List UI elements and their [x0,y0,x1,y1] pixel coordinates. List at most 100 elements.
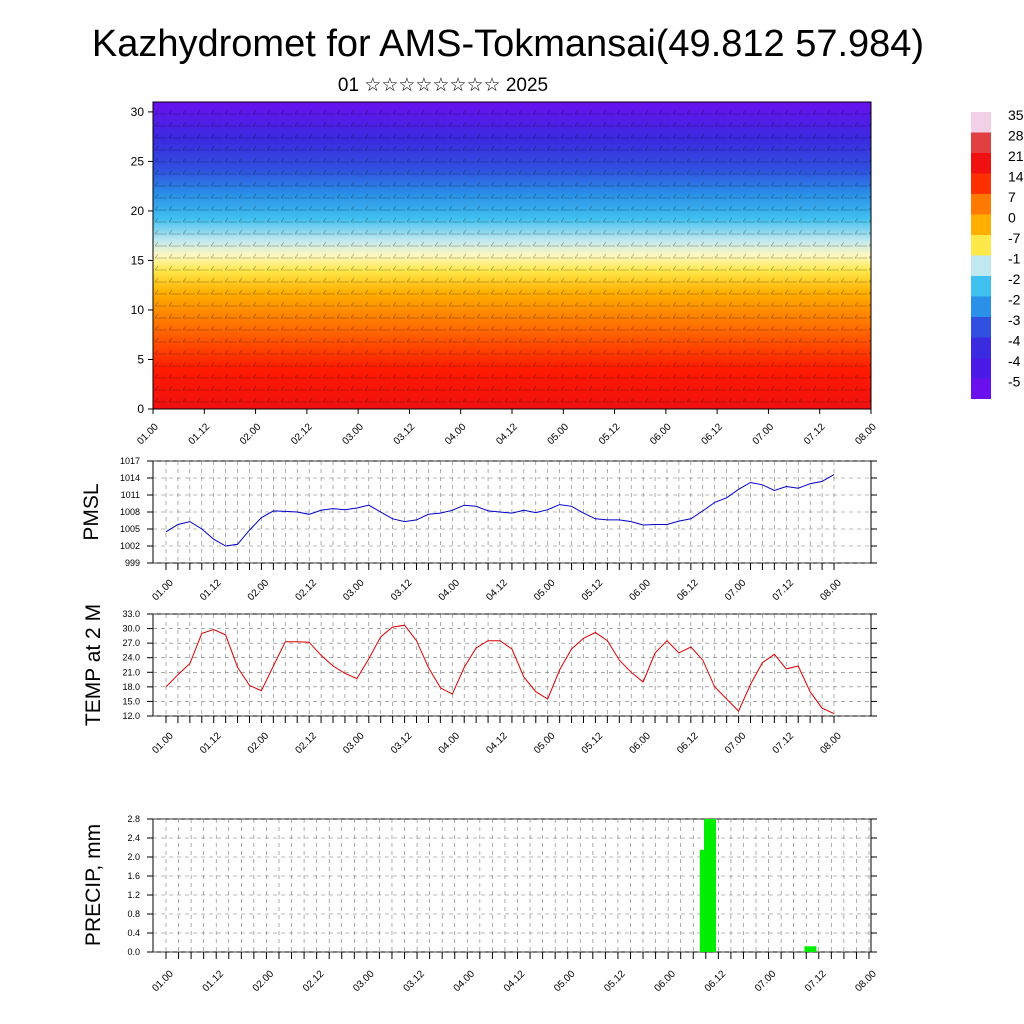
colorbar-swatch [971,132,991,153]
colorbar-label: -1 [1008,251,1021,267]
pmsl-panel: 999 1002 1005 1008 1011 1014 1017 01.00 01.12 02… [80,456,877,603]
x-tick-label: 02.12 [301,968,327,994]
heatmap-x-tick-label: 04.00 [443,421,469,447]
heatmap-x-tick-label: 08.00 [853,421,879,447]
colorbar-label: -2 [1008,271,1021,287]
x-tick-label: 08.00 [853,968,879,994]
x-tick-label: 05.12 [580,577,606,603]
colorbar-swatch [971,214,991,235]
heatmap-x-tick-label: 01.12 [187,421,213,447]
x-tick-label: 02.12 [293,730,319,756]
y-tick-label: 999 [125,558,140,568]
x-tick-label: 03.12 [401,968,427,994]
y-tick-label: 1002 [120,541,140,551]
x-tick-label: 06.12 [675,577,701,603]
x-tick-label: 06.00 [627,730,653,756]
x-tick-label: 04.12 [502,968,528,994]
x-tick-label: 06.00 [652,968,678,994]
precip-grid [153,818,871,953]
heatmap-x-ticks: 01.00 01.12 02.00 02.12 03.00 03.12 04.00 04.12… [135,409,879,447]
precip-panel: 0.0 0.4 0.8 1.2 1.6 2.0 2.4 2.8 01.00 01.12 02.00… [82,814,879,994]
y-tick-label: 15.0 [122,696,140,706]
colorbar-label: 14 [1008,169,1024,185]
colorbar-swatch [971,255,991,276]
colorbar-label: -4 [1008,333,1021,349]
heatmap-y-ticks: 0 5 10 15 20 25 30 [131,105,153,416]
heatmap-x-tick-label: 02.00 [238,421,264,447]
heatmap-x-tick-label: 01.00 [135,421,161,447]
temp-grid [153,613,871,717]
y-tick-label: 2.8 [127,814,140,824]
x-tick-label: 01.12 [198,577,224,603]
colorbar-swatches [971,112,991,399]
x-tick-label: 07.00 [723,730,749,756]
colorbar-swatch [971,378,991,399]
colorbar-swatch [971,296,991,317]
y-tick-label: 1011 [121,490,140,500]
heatmap-x-tick-label: 05.00 [546,421,572,447]
x-tick-label: 05.00 [532,730,558,756]
x-tick-label: 01.12 [201,968,227,994]
colorbar-swatch [971,235,991,256]
x-tick-label: 01.00 [150,577,176,603]
colorbar-label: -7 [1008,230,1021,246]
x-tick-label: 07.00 [723,577,749,603]
heatmap-x-tick-label: 02.12 [289,421,315,447]
x-tick-label: 07.12 [803,968,829,994]
temp-panel: 12.015.018.021.024.027.030.033.0 01.00 01… [82,604,877,756]
x-tick-label: 04.00 [437,577,463,603]
x-tick-label: 08.00 [818,730,844,756]
x-tick-label: 02.00 [251,968,277,994]
precip-frame [152,818,872,953]
precip-y-axis-label: PRECIP, mm [82,824,105,946]
colorbar: 35 28 21 14 7 0 -7 -1 -2 -2 -3 -4 -4 -5 [971,107,1024,399]
heatmap-x-tick-label: 03.12 [392,421,418,447]
colorbar-label: 21 [1008,148,1024,164]
y-tick-label: 0.0 [127,947,140,957]
colorbar-labels: 35 28 21 14 7 0 -7 -1 -2 -2 -3 -4 -4 -5 [1008,107,1024,390]
temperature-heatmap-panel: 0 5 10 15 20 25 30 01.00 01.12 02.00 02.12 03.00 03… [131,101,879,447]
x-tick-label: 04.00 [437,730,463,756]
x-tick-label: 05.00 [552,968,578,994]
x-tick-label: 03.00 [351,968,377,994]
heatmap-y-tick-label: 20 [131,204,145,218]
colorbar-swatch [971,276,991,297]
pmsl-x-ticks: 01.00 01.12 02.00 02.12 03.00 03.12 04.00 04.12… [150,563,844,603]
x-tick-label: 04.00 [452,968,478,994]
x-tick-label: 05.12 [602,968,628,994]
pmsl-y-ticks: 999 1002 1005 1008 1011 1014 1017 [120,456,877,568]
heatmap-x-tick-label: 04.12 [494,421,520,447]
x-tick-label: 06.00 [627,577,653,603]
x-tick-label: 06.12 [703,968,729,994]
y-tick-label: 18.0 [122,682,140,692]
x-tick-label: 03.00 [341,730,367,756]
colorbar-label: -3 [1008,312,1021,328]
heatmap-y-tick-label: 0 [137,402,144,416]
x-tick-label: 06.12 [675,730,701,756]
wind-barbs-overlay [153,102,871,409]
y-tick-label: 30.0 [122,624,140,634]
heatmap-x-tick-label: 06.00 [648,421,674,447]
y-tick-label: 0.4 [127,928,140,938]
x-tick-label: 02.00 [246,730,272,756]
temp-y-ticks: 12.0 15.0 18.0 21.0 24.0 27.0 30.0 33.0 [122,609,877,721]
y-tick-label: 27.0 [122,638,140,648]
colorbar-label: 35 [1008,107,1024,123]
heatmap-y-tick-label: 10 [131,303,145,317]
chart-title: Kazhydromet for AMS-Tokmansai(49.812 57.… [92,23,924,65]
colorbar-swatch [971,194,991,215]
heatmap-y-tick-label: 5 [137,352,144,366]
heatmap-x-tick-label: 03.00 [340,421,366,447]
heatmap-y-tick-label: 30 [131,105,145,119]
pmsl-series-line [165,474,835,547]
colorbar-label: -4 [1008,353,1021,369]
precip-bar [804,946,817,952]
x-tick-label: 02.00 [246,577,272,603]
chart-subtitle: 01 ☆☆☆☆☆☆☆☆ 2025 [338,75,548,96]
colorbar-label: 28 [1008,128,1024,144]
x-tick-label: 07.00 [753,968,779,994]
temp-x-ticks: 01.00 01.12 02.00 02.12 03.00 03.12 04.00 04.12… [150,716,844,756]
y-tick-label: 2.4 [127,833,140,843]
x-tick-label: 03.12 [389,730,415,756]
